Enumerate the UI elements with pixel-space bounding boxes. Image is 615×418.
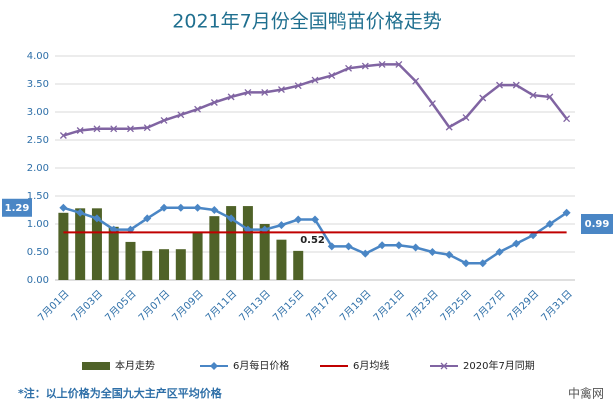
bar (175, 249, 186, 280)
watermark: 中禽网 (568, 386, 604, 401)
point (327, 242, 336, 251)
point (361, 62, 369, 70)
point (59, 203, 68, 212)
point (428, 248, 437, 256)
y-tick-label: 1.50 (27, 191, 49, 202)
point (445, 250, 454, 259)
point (177, 111, 185, 119)
bar (159, 249, 170, 280)
data-label: 0.52 (300, 235, 325, 246)
legend-label: 本月走势 (115, 359, 155, 372)
point (294, 82, 302, 90)
point (294, 215, 303, 224)
bar (108, 226, 119, 280)
point (210, 206, 219, 214)
bar (125, 241, 136, 280)
y-tick-label: 1.00 (27, 219, 49, 230)
legend-label: 2020年7月同期 (463, 359, 535, 372)
point (244, 88, 252, 96)
point (512, 81, 520, 89)
point (176, 203, 185, 212)
point (59, 132, 67, 139)
legend-swatch (82, 362, 110, 370)
point (395, 60, 403, 68)
y-tick-label: 2.00 (27, 163, 49, 174)
legend-label: 6月均线 (353, 359, 389, 372)
point (311, 215, 319, 224)
point (127, 125, 134, 133)
legend-marker (210, 362, 218, 370)
point (160, 203, 169, 212)
legend-label: 6月每日价格 (233, 359, 289, 372)
footnote: *注：以上价格为全国九大主产区平均价格 (18, 386, 223, 400)
data-label-box (2, 198, 32, 217)
point (411, 243, 420, 252)
point (378, 60, 386, 68)
point (277, 221, 286, 230)
point (361, 249, 370, 258)
point (193, 203, 202, 212)
point (110, 125, 118, 133)
bar (276, 239, 287, 280)
point (277, 86, 285, 94)
point (227, 214, 236, 223)
point (92, 214, 101, 223)
point (495, 248, 504, 256)
point (428, 100, 436, 108)
point (394, 241, 403, 250)
y-tick-label: 2.50 (27, 135, 49, 146)
point (328, 72, 336, 80)
data-label: 1.29 (5, 203, 30, 214)
bar (209, 216, 220, 280)
point (227, 93, 235, 101)
y-tick-label: 3.00 (27, 107, 49, 118)
bar (192, 232, 203, 280)
y-tick-label: 0.00 (27, 275, 49, 286)
point (478, 259, 487, 268)
point (345, 64, 353, 72)
point (479, 94, 487, 102)
point (562, 208, 571, 217)
point (529, 91, 537, 99)
bar (75, 208, 86, 280)
bar (293, 250, 304, 280)
point (563, 115, 571, 123)
point (378, 241, 387, 250)
bar (91, 208, 102, 280)
bar (142, 250, 153, 280)
point (210, 99, 218, 106)
point (143, 214, 152, 223)
bar (58, 212, 69, 280)
bar (242, 206, 253, 280)
bar (226, 206, 237, 280)
chart-title: 2021年7月份全国鸭苗价格走势 (172, 11, 441, 33)
annotation-box (581, 214, 613, 234)
y-tick-label: 0.50 (27, 247, 49, 258)
point (412, 77, 420, 85)
point (194, 105, 202, 113)
point (261, 88, 269, 96)
y-tick-label: 3.50 (27, 79, 49, 90)
point (160, 116, 168, 124)
point (76, 127, 84, 134)
point (93, 125, 101, 133)
point (545, 220, 554, 228)
y-tick-label: 4.00 (27, 51, 49, 62)
point (546, 93, 554, 101)
bar (259, 224, 270, 280)
point (461, 259, 470, 268)
point (445, 123, 453, 131)
point (76, 208, 85, 217)
point (143, 124, 151, 132)
annotation: 0.99 (585, 219, 610, 230)
point (462, 114, 470, 122)
legend-marker (440, 362, 448, 370)
point (344, 242, 353, 251)
point (496, 81, 503, 89)
point (311, 76, 319, 84)
point (512, 239, 521, 248)
